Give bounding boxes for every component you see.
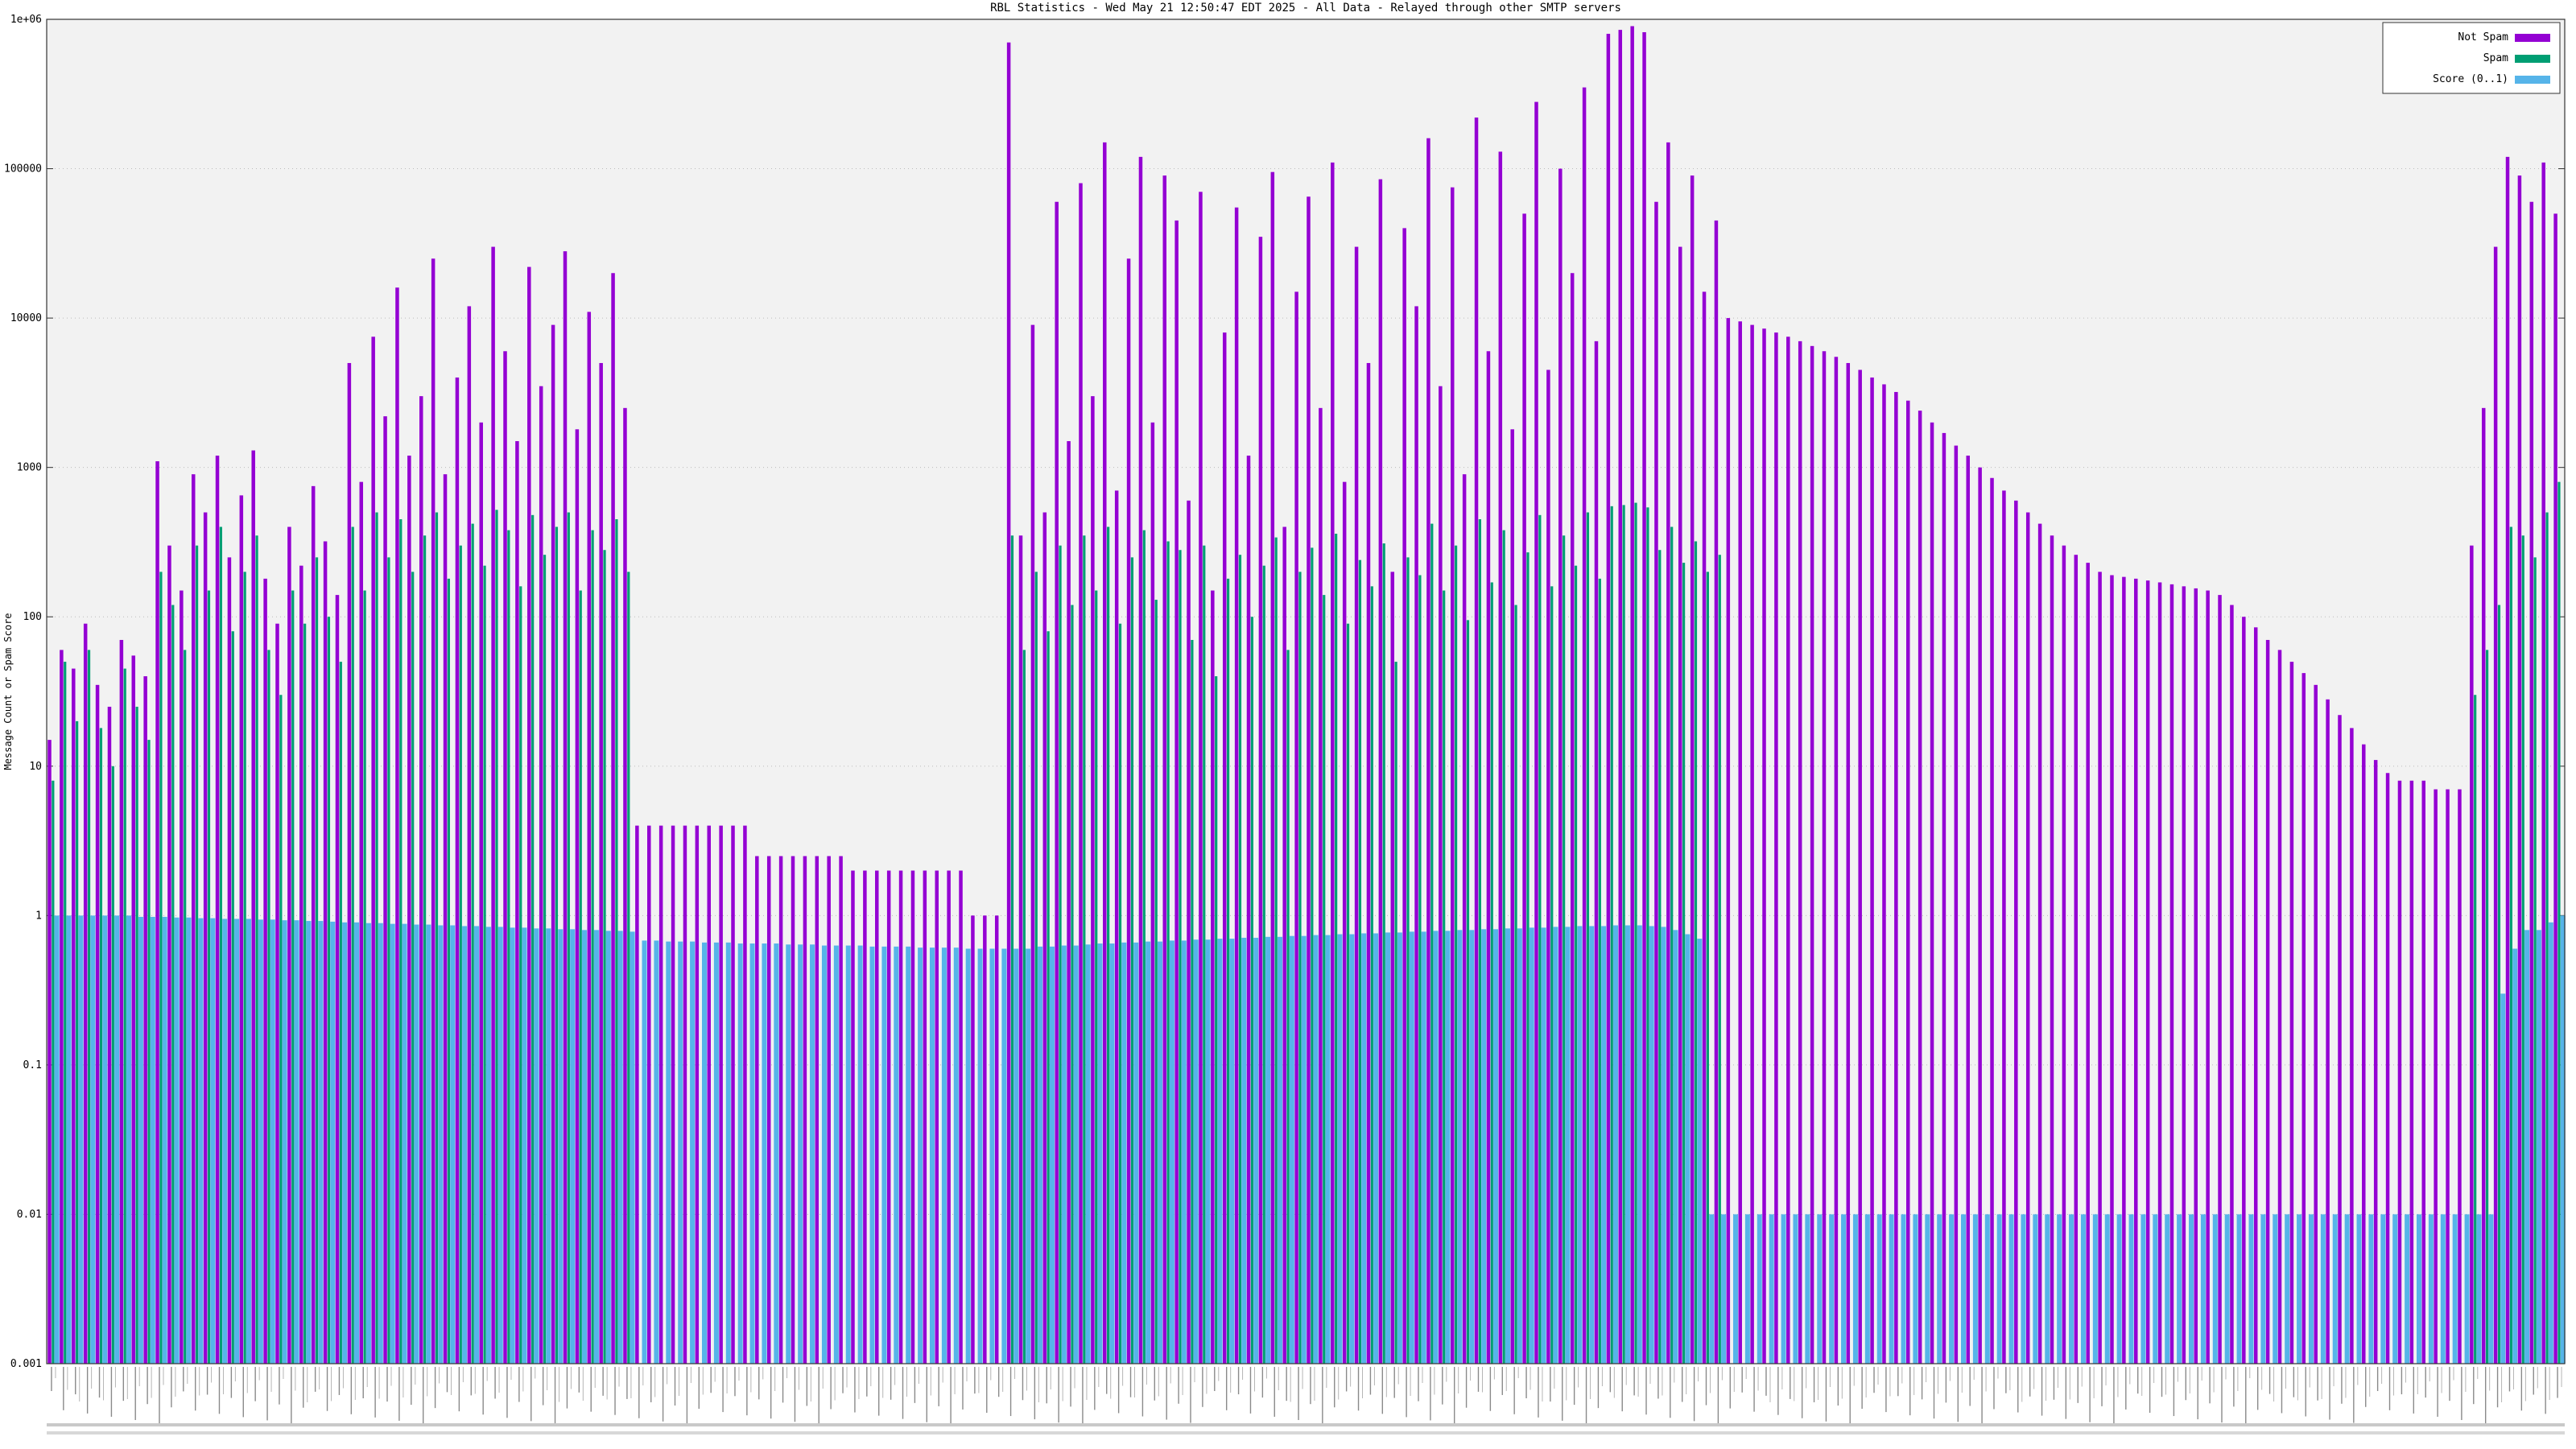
- y-tick-label: 1e+06: [10, 14, 42, 26]
- y-tick-label: 100000: [4, 163, 42, 175]
- x-tick-label-area: [47, 1367, 2565, 1435]
- y-tick-label: 1000: [17, 462, 42, 474]
- legend-item-label: Not Spam: [2458, 31, 2508, 43]
- bars-layer: [47, 26, 2566, 1364]
- legend: Not Spam Spam Score (0..1): [2382, 22, 2561, 94]
- y-tick-label: 0.1: [23, 1059, 42, 1071]
- legend-item-label: Spam: [2483, 52, 2508, 64]
- legend-item-swatch: [2515, 76, 2550, 84]
- legend-item-swatch: [2515, 55, 2550, 63]
- y-tick-label: 0.001: [10, 1358, 42, 1370]
- chart-title: RBL Statistics - Wed May 21 12:50:47 EDT…: [990, 2, 1621, 14]
- legend-item-label: Score (0..1): [2433, 73, 2508, 85]
- grid-layer: 0.001 0.01 0.1 1 10 100 1000 10000 100000 1e+06: [4, 14, 2565, 1370]
- y-tick-label: 0.01: [17, 1208, 42, 1220]
- y-tick-label: 100: [23, 611, 42, 623]
- y-tick-label: 10: [29, 761, 42, 773]
- y-tick-label: 10000: [10, 312, 42, 324]
- y-tick-label: 1: [35, 910, 42, 922]
- y-axis-label: Message Count or Spam Score: [2, 613, 14, 770]
- legend-item-swatch: [2515, 34, 2550, 42]
- plot-border: [46, 19, 2566, 1364]
